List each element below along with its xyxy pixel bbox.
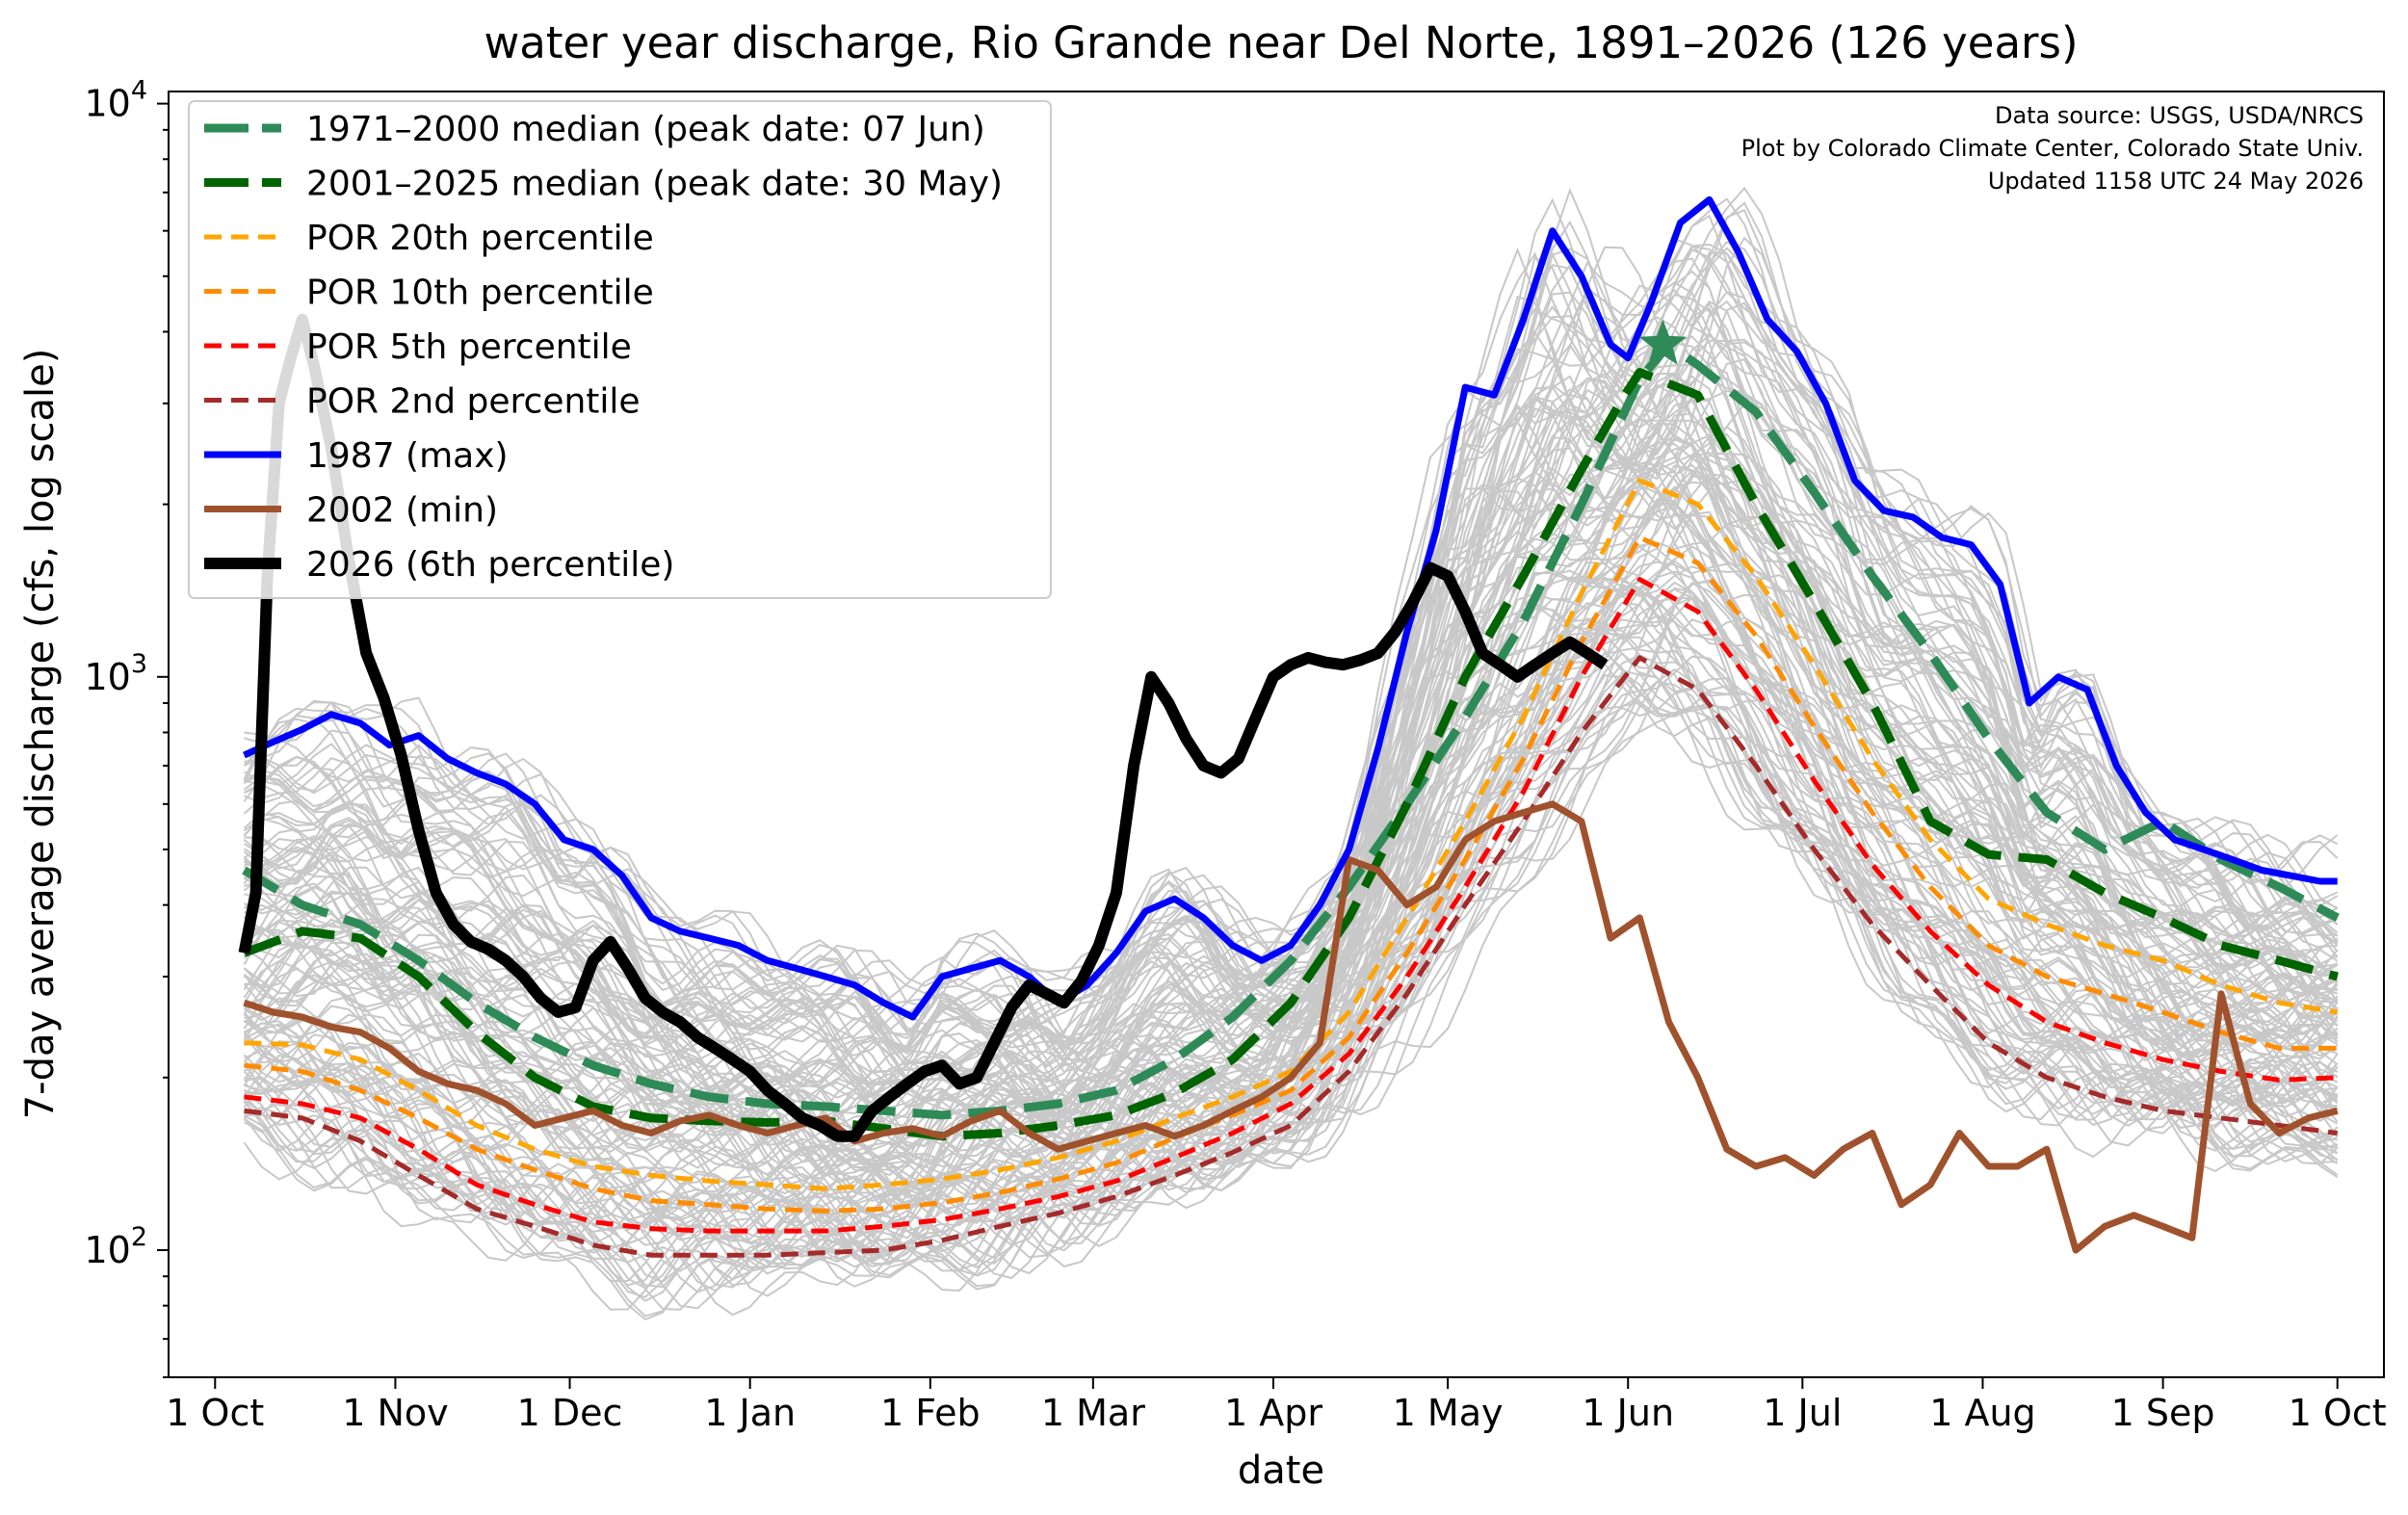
background-year-line <box>244 651 2339 1289</box>
x-tick-label: 1 Oct <box>166 1392 264 1434</box>
series-line-0 <box>242 340 2340 1120</box>
background-year-line <box>243 412 2339 1136</box>
legend-label: POR 20th percentile <box>306 219 654 258</box>
legend-label: 1987 (max) <box>306 436 509 476</box>
background-year-line <box>244 208 2339 1040</box>
legend: 1971–2000 median (peak date: 07 Jun) 2001… <box>188 100 1052 599</box>
series-line-7 <box>243 800 2339 1254</box>
background-year-line <box>244 636 2339 1272</box>
background-year-line <box>243 341 2338 1082</box>
background-year-line <box>244 425 2339 1136</box>
x-tick-label: 1 Oct <box>2289 1392 2387 1434</box>
x-tick-label: 1 Apr <box>1224 1392 1322 1434</box>
background-year-line <box>244 214 2339 1044</box>
x-tick-label: 1 Sep <box>2111 1392 2215 1434</box>
background-year-line <box>243 672 2339 1302</box>
x-axis-label: date <box>1238 1449 1324 1493</box>
y-axis-label: 7-day average discharge (cfs, log scale) <box>18 349 63 1120</box>
x-tick-label: 1 Aug <box>1929 1392 2035 1434</box>
y-tick-label: 102 <box>84 1222 147 1271</box>
legend-label: 2001–2025 median (peak date: 30 May) <box>306 165 1003 204</box>
plot-area-frame <box>168 91 2385 1378</box>
legend-box <box>188 100 1052 599</box>
background-year-line <box>244 361 2339 1105</box>
background-year-line <box>243 433 2339 1151</box>
peak-markers <box>1638 319 1688 365</box>
series-line-5 <box>244 655 2339 1258</box>
legend-label: 1971–2000 median (peak date: 07 Jun) <box>306 110 985 149</box>
x-tick-label: 1 Jun <box>1582 1392 1674 1434</box>
peak-star-marker <box>1638 319 1688 365</box>
series-line-8 <box>238 313 1609 1142</box>
y-tick-label: 103 <box>84 649 147 698</box>
background-year-line <box>243 680 2338 1317</box>
series-lines <box>238 196 2340 1258</box>
series-line-6 <box>243 196 2338 1021</box>
x-tick-label: 1 Jan <box>704 1392 796 1434</box>
series-line-3 <box>244 535 2338 1214</box>
x-tick-label: 1 Nov <box>342 1392 448 1434</box>
x-tick-label: 1 Mar <box>1041 1392 1145 1434</box>
legend-label: 2026 (6th percentile) <box>306 545 674 585</box>
x-axis: 1 Oct 1 Nov 1 Dec 1 Jan 1 Feb 1 Mar 1 Apr 1 May… <box>166 1377 2387 1434</box>
background-year-line <box>243 700 2339 1321</box>
annotation-line: Updated 1158 UTC 24 May 2026 <box>1988 168 2364 195</box>
y-tick-label: 104 <box>84 76 147 125</box>
x-tick-label: 1 May <box>1393 1392 1504 1434</box>
chart-title: water year discharge, Rio Grande near De… <box>484 17 2078 68</box>
background-year-line <box>243 236 2339 1055</box>
annotation-line: Plot by Colorado Climate Center, Colorad… <box>1741 135 2364 162</box>
series-line-1 <box>242 368 2339 1141</box>
background-year-line <box>243 407 2338 1121</box>
legend-label: POR 10th percentile <box>306 274 654 313</box>
background-year-line <box>243 186 2339 1053</box>
background-year-line <box>243 513 2339 1210</box>
source-annotation: Data source: USGS, USDA/NRCS Plot by Colo… <box>1741 102 2364 195</box>
legend-label: POR 2nd percentile <box>306 382 641 422</box>
y-axis: 102 103 104 <box>84 76 169 1378</box>
background-year-line <box>243 582 2339 1253</box>
x-tick-label: 1 Feb <box>880 1392 981 1434</box>
legend-label: POR 5th percentile <box>306 327 632 367</box>
annotation-line: Data source: USGS, USDA/NRCS <box>1995 102 2364 129</box>
x-tick-label: 1 Dec <box>517 1392 623 1434</box>
background-year-line <box>243 514 2339 1163</box>
series-line-4 <box>244 577 2338 1234</box>
legend-label: 2002 (min) <box>306 491 498 531</box>
background-year-line <box>244 301 2339 1086</box>
background-year-line <box>243 688 2339 1311</box>
series-line-2 <box>244 478 2339 1191</box>
background-year-line <box>244 289 2339 1088</box>
x-tick-label: 1 Jul <box>1763 1392 1842 1434</box>
background-year-line <box>243 581 2338 1226</box>
